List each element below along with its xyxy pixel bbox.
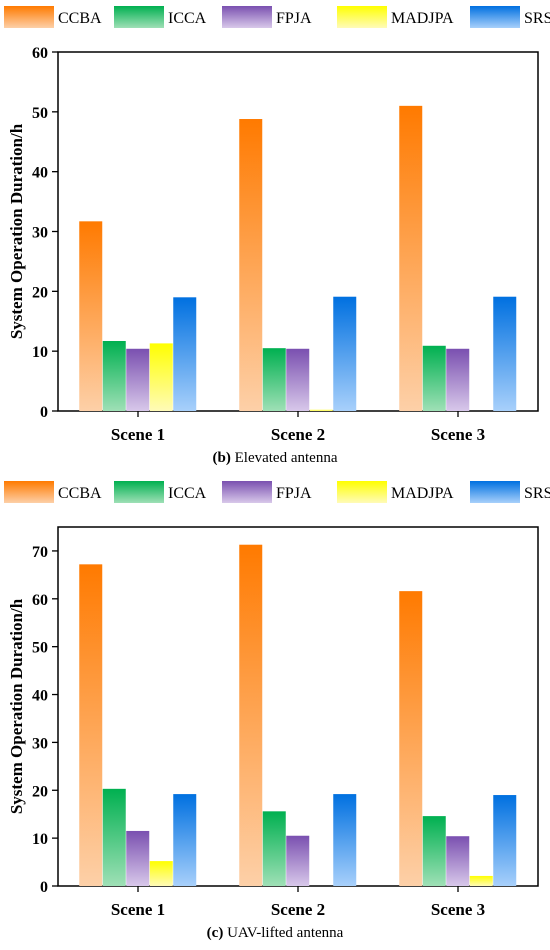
bar-madjpa — [309, 409, 333, 411]
bar-ccba — [239, 119, 263, 411]
chart-caption-elevated: (b) Elevated antenna — [0, 450, 550, 467]
legend-swatch — [470, 481, 520, 503]
chart-panel-elevated: CCBA ICCA FPJA MADJPA SRSA 0 10 20 30 40 50 60 Syste… — [0, 6, 550, 467]
bar-srsa — [333, 794, 357, 886]
chart-panel-uav: CCBA ICCA FPJA MADJPA SRSA 0 10 20 30 40 50 60 70 Sys… — [0, 475, 550, 950]
legend-item: ICCA — [114, 481, 207, 503]
y-tick-label: 60 — [32, 592, 48, 609]
bar-srsa — [173, 794, 197, 886]
y-tick-label: 50 — [32, 640, 48, 657]
y-tick-label: 30 — [32, 225, 48, 242]
bar-icca — [102, 340, 126, 411]
x-tick-label: Scene 1 — [111, 425, 165, 444]
legend-swatch — [222, 6, 272, 28]
legend-label: CCBA — [58, 485, 102, 502]
legend-swatch — [114, 6, 164, 28]
legend-label: FPJA — [276, 485, 312, 502]
bar-fpja — [286, 835, 310, 886]
legend-item: MADJPA — [337, 6, 454, 28]
y-tick-label: 20 — [32, 783, 48, 800]
bar-srsa — [173, 297, 197, 411]
x-tick-label: Scene 3 — [431, 900, 485, 919]
bar-ccba — [79, 564, 103, 886]
bar-chart-uav: CCBA ICCA FPJA MADJPA SRSA 0 10 20 30 40 50 60 70 Sys… — [4, 481, 550, 919]
bar-srsa — [333, 296, 357, 411]
bar-icca — [422, 345, 446, 411]
legend-item: MADJPA — [337, 481, 454, 503]
legend-label: ICCA — [168, 485, 207, 502]
legend-swatch — [337, 481, 387, 503]
bar-ccba — [79, 221, 103, 411]
bar-srsa — [493, 296, 517, 411]
y-tick-label: 30 — [32, 735, 48, 752]
bar-chart-elevated: CCBA ICCA FPJA MADJPA SRSA 0 10 20 30 40 50 60 Syste… — [4, 6, 550, 444]
legend-label: CCBA — [58, 10, 102, 27]
bar-ccba — [399, 591, 423, 886]
bar-icca — [102, 788, 126, 886]
legend-label: MADJPA — [391, 485, 454, 502]
x-tick-label: Scene 1 — [111, 900, 165, 919]
legend-item: CCBA — [4, 481, 102, 503]
legend-item: SRSA — [470, 481, 550, 503]
legend-item: CCBA — [4, 6, 102, 28]
bar-fpja — [126, 830, 150, 886]
legend-item: ICCA — [114, 6, 207, 28]
x-tick-label: Scene 2 — [271, 900, 325, 919]
y-tick-label: 0 — [40, 404, 48, 421]
bar-madjpa — [149, 861, 173, 886]
legend-swatch — [470, 6, 520, 28]
bar-icca — [262, 348, 286, 411]
y-axis-label: System Operation Duration/h — [7, 598, 26, 814]
caption-text: UAV-lifted antenna — [227, 925, 344, 941]
bar-srsa — [493, 795, 517, 886]
bar-icca — [422, 816, 446, 886]
bar-icca — [262, 811, 286, 886]
y-tick-label: 40 — [32, 688, 48, 705]
legend: CCBA ICCA FPJA MADJPA SRSA — [4, 6, 550, 28]
bar-ccba — [239, 544, 263, 886]
caption-label: (c) — [206, 925, 224, 941]
y-tick-label: 20 — [32, 284, 48, 301]
bar-madjpa — [469, 875, 493, 886]
legend-swatch — [337, 6, 387, 28]
x-tick-label: Scene 2 — [271, 425, 325, 444]
caption-label: (b) — [212, 450, 231, 466]
legend-swatch — [4, 481, 54, 503]
bar-fpja — [286, 348, 310, 411]
bar-fpja — [446, 836, 470, 886]
legend-label: MADJPA — [391, 10, 454, 27]
legend-item: FPJA — [222, 6, 312, 28]
legend: CCBA ICCA FPJA MADJPA SRSA — [4, 481, 550, 503]
y-tick-label: 60 — [32, 45, 48, 62]
legend-label: ICCA — [168, 10, 207, 27]
caption-text: Elevated antenna — [234, 450, 338, 466]
chart-caption-uav: (c) UAV-lifted antenna — [0, 925, 550, 942]
legend-swatch — [114, 481, 164, 503]
legend-item: FPJA — [222, 481, 312, 503]
y-tick-label: 0 — [40, 879, 48, 896]
y-tick-label: 10 — [32, 344, 48, 361]
bar-fpja — [446, 348, 470, 411]
y-axis-label: System Operation Duration/h — [7, 123, 26, 339]
legend-swatch — [4, 6, 54, 28]
y-tick-label: 50 — [32, 105, 48, 122]
legend-label: SRSA — [524, 485, 550, 502]
legend-label: SRSA — [524, 10, 550, 27]
bar-fpja — [126, 348, 150, 411]
y-tick-label: 70 — [32, 544, 48, 561]
y-tick-label: 10 — [32, 831, 48, 848]
legend-swatch — [222, 481, 272, 503]
legend-label: FPJA — [276, 10, 312, 27]
y-tick-label: 40 — [32, 165, 48, 182]
legend-item: SRSA — [470, 6, 550, 28]
bar-ccba — [399, 105, 423, 411]
bar-madjpa — [149, 343, 173, 411]
x-tick-label: Scene 3 — [431, 425, 485, 444]
